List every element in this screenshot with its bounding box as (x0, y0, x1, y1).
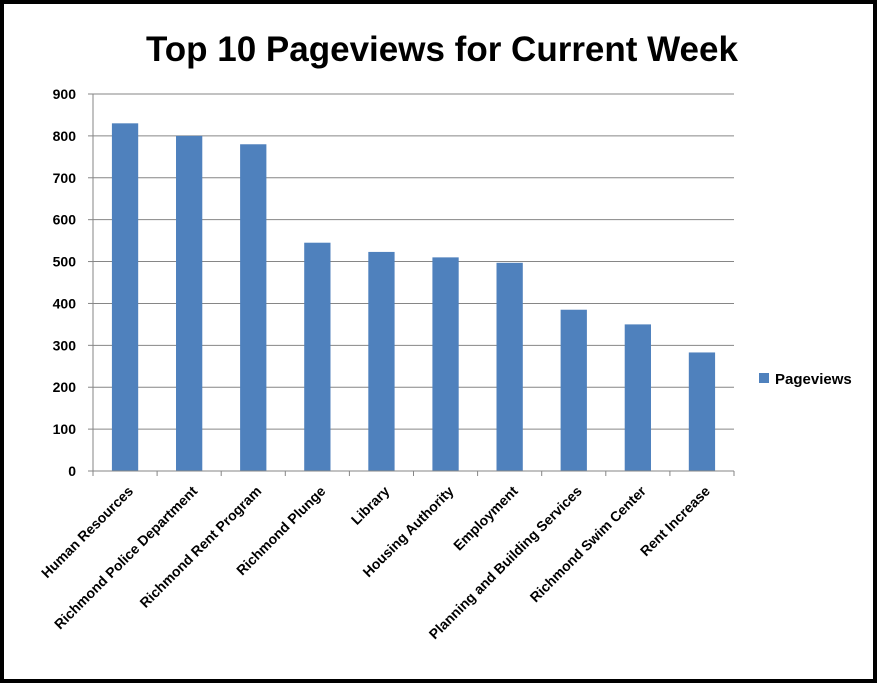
bar (432, 257, 459, 471)
legend-swatch (759, 373, 769, 383)
y-tick-label: 700 (53, 170, 77, 186)
y-tick-label: 300 (53, 337, 77, 353)
y-tick-label: 100 (53, 421, 77, 437)
bar (560, 309, 587, 471)
legend: Pageviews (759, 371, 852, 388)
bar-chart: Top 10 Pageviews for Current Week 0 100 20… (38, 30, 852, 642)
y-tick-label: 200 (53, 379, 77, 395)
y-tick-label: 900 (53, 86, 77, 102)
bar (624, 324, 651, 471)
y-tick-label: 500 (53, 254, 77, 270)
bar (688, 352, 716, 471)
x-tick-label: Library (348, 483, 393, 528)
y-tick-label: 800 (53, 128, 77, 144)
bar (496, 262, 523, 471)
bars (111, 123, 716, 472)
bar (111, 123, 139, 472)
y-tick-label: 0 (68, 463, 76, 479)
x-tick-label: Richmond Rent Program (136, 483, 264, 611)
bar (240, 144, 267, 471)
bar (368, 251, 395, 471)
x-tick-label: Richmond Swim Center (527, 482, 650, 605)
bar (176, 135, 203, 471)
y-axis-tick-labels: 0 100 200 300 400 500 600 700 800 900 (53, 86, 77, 479)
legend-label: Pageviews (775, 371, 852, 388)
chart-title: Top 10 Pageviews for Current Week (146, 30, 738, 69)
axes (88, 93, 735, 476)
y-tick-label: 400 (53, 295, 77, 311)
bar (304, 242, 331, 471)
y-tick-label: 600 (53, 212, 77, 228)
x-tick-label: Employment (450, 483, 521, 554)
